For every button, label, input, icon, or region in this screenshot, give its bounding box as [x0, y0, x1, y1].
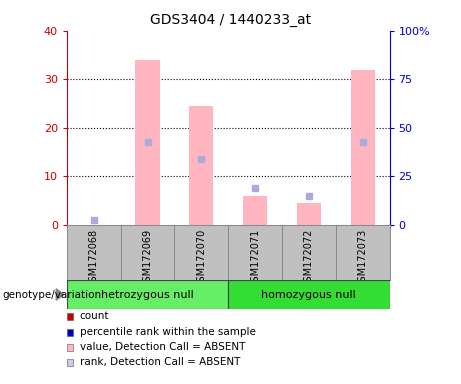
- Text: GSM172073: GSM172073: [358, 229, 368, 288]
- Text: value, Detection Call = ABSENT: value, Detection Call = ABSENT: [80, 342, 245, 352]
- Text: rank, Detection Call = ABSENT: rank, Detection Call = ABSENT: [80, 358, 240, 367]
- Polygon shape: [56, 289, 64, 300]
- Text: genotype/variation: genotype/variation: [2, 290, 101, 300]
- Text: hetrozygous null: hetrozygous null: [101, 290, 194, 300]
- Text: GSM172068: GSM172068: [89, 229, 99, 288]
- Bar: [136, 60, 160, 225]
- Text: GDS3404 / 1440233_at: GDS3404 / 1440233_at: [150, 13, 311, 27]
- Text: homozygous null: homozygous null: [261, 290, 356, 300]
- Bar: [228, 280, 390, 309]
- Text: percentile rank within the sample: percentile rank within the sample: [80, 327, 255, 337]
- Text: GSM172071: GSM172071: [250, 229, 260, 288]
- Bar: [189, 106, 213, 225]
- Text: GSM172070: GSM172070: [196, 229, 207, 288]
- Bar: [297, 203, 321, 225]
- Text: GSM172069: GSM172069: [142, 229, 153, 288]
- Text: count: count: [80, 311, 109, 321]
- Bar: [243, 195, 267, 225]
- Text: GSM172072: GSM172072: [304, 229, 314, 288]
- Bar: [67, 280, 228, 309]
- Bar: [350, 70, 375, 225]
